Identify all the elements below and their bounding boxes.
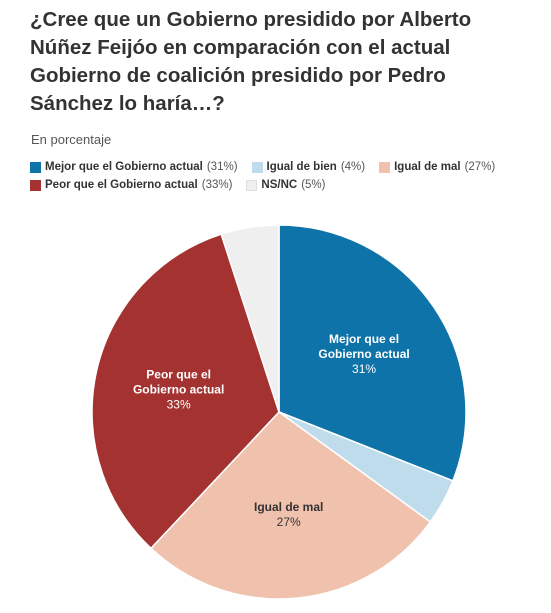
legend-item-igual-bien[interactable]: Igual de bien (4%) bbox=[251, 158, 366, 176]
slice-category-label: Igual de mal bbox=[254, 500, 323, 514]
slice-value-label: 31% bbox=[352, 362, 376, 376]
legend-swatch bbox=[30, 161, 41, 173]
legend-value: (4%) bbox=[340, 161, 366, 173]
slice-value-label: 33% bbox=[167, 398, 191, 412]
slice-category-label: Gobierno actual bbox=[318, 347, 409, 361]
slice-category-label: Peor que el bbox=[146, 368, 211, 382]
legend-item-nsnc[interactable]: NS/NC (5%) bbox=[246, 176, 325, 194]
legend-value: (27%) bbox=[464, 161, 496, 173]
legend-label: Igual de mal bbox=[394, 161, 461, 173]
pie-slice-mejor-que-el-gobierno-actual[interactable] bbox=[278, 224, 467, 482]
legend-swatch bbox=[30, 179, 41, 191]
legend-row: Peor que el Gobierno actual (33%) NS/NC … bbox=[30, 176, 530, 194]
slice-category-label: Gobierno actual bbox=[133, 383, 224, 397]
legend-swatch bbox=[379, 161, 391, 173]
pie-slices bbox=[91, 224, 467, 600]
slice-value-label: 27% bbox=[277, 515, 301, 529]
legend-swatch bbox=[251, 161, 263, 173]
legend-row: Mejor que el Gobierno actual (31%) Igual… bbox=[30, 158, 530, 176]
pie-slice-igual-de-mal[interactable] bbox=[149, 411, 432, 600]
pie-slice-peor-que-el-gobierno-actual[interactable] bbox=[91, 233, 280, 550]
legend-item-igual-mal[interactable]: Igual de mal (27%) bbox=[379, 158, 495, 176]
legend-item-peor[interactable]: Peor que el Gobierno actual (33%) bbox=[30, 176, 232, 194]
legend-value: (31%) bbox=[206, 161, 238, 173]
slice-category-label: Mejor que el bbox=[329, 332, 399, 346]
legend-label: Igual de bien bbox=[266, 161, 337, 173]
legend-label: Mejor que el Gobierno actual bbox=[45, 161, 203, 173]
chart-title: ¿Cree que un Gobierno presidido por Albe… bbox=[30, 8, 472, 115]
legend-label: NS/NC bbox=[261, 179, 298, 191]
legend-label: Peor que el Gobierno actual bbox=[45, 179, 198, 191]
chart-subtitle: En porcentaje bbox=[31, 132, 112, 147]
legend-swatch bbox=[246, 179, 258, 191]
pie-slice-ns-nc[interactable] bbox=[220, 224, 280, 413]
legend-value: (33%) bbox=[201, 179, 233, 191]
chart-legend: Mejor que el Gobierno actual (31%) Igual… bbox=[30, 158, 530, 194]
legend-item-mejor[interactable]: Mejor que el Gobierno actual (31%) bbox=[30, 158, 238, 176]
legend-value: (5%) bbox=[301, 179, 326, 191]
